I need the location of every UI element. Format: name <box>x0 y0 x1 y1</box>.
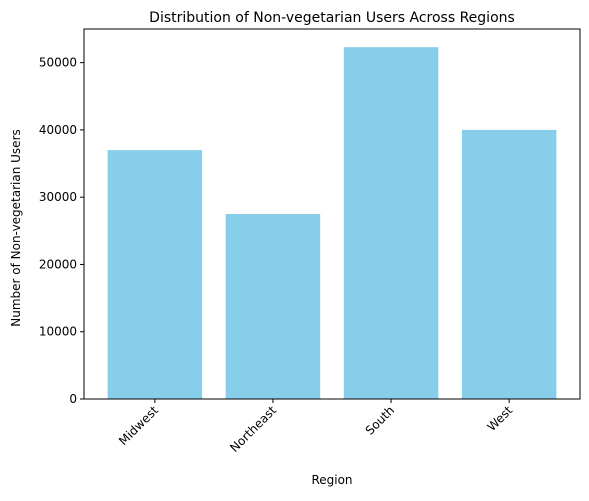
bar-northeast <box>225 214 321 399</box>
x-tick-label: Midwest <box>116 403 161 448</box>
y-tick-label: 0 <box>69 392 77 406</box>
y-tick-label: 40000 <box>39 123 77 137</box>
bar-south <box>343 47 439 399</box>
x-ticks-layer: Midwest Northeast South West <box>116 399 515 455</box>
y-tick-label: 50000 <box>39 56 77 70</box>
y-ticks-layer: 0 10000 20000 30000 40000 50000 <box>39 56 84 406</box>
y-tick-label: 30000 <box>39 190 77 204</box>
x-axis-label: Region <box>311 473 352 487</box>
x-tick-label: Northeast <box>227 403 279 455</box>
plot-frame <box>83 28 581 400</box>
y-axis-label: Number of Non-vegetarian Users <box>9 129 23 327</box>
y-tick-label: 10000 <box>39 325 77 339</box>
bar-midwest <box>107 150 203 399</box>
x-tick-label: West <box>484 403 515 434</box>
bar-west <box>461 129 557 399</box>
x-tick-label: South <box>363 403 398 438</box>
y-tick-label: 20000 <box>39 257 77 271</box>
chart-title: Distribution of Non-vegetarian Users Acr… <box>149 10 515 26</box>
bars-layer <box>107 47 557 399</box>
